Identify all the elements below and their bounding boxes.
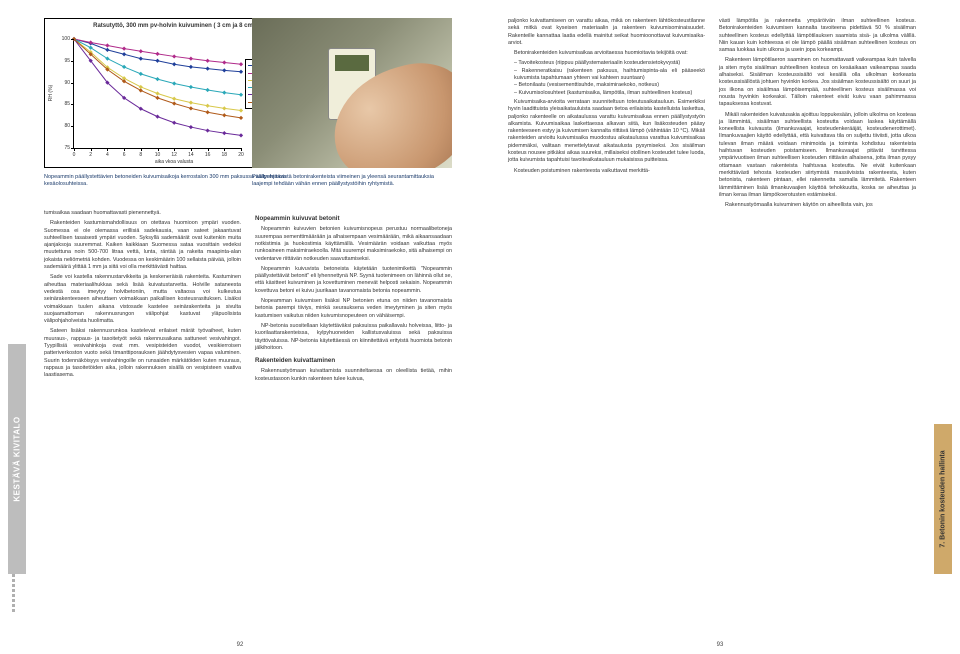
para: Mikäli rakenteiden kuivatusakia ajoittuu… — [719, 112, 916, 200]
heading-kuivattaminen: Rakenteiden kuivattaminen — [255, 357, 452, 365]
para: Kosteuden poistuminen rakenteesta vaikut… — [508, 168, 705, 175]
list-item: Kuivumisolosuhteet (kastumisaika, lämpöt… — [514, 90, 705, 97]
para: paljonko kuivattamiseen on varattu aikaa… — [508, 18, 705, 47]
body-text-left: tumisaikaa saadaan huomattavasti pienenn… — [0, 210, 480, 632]
chart-plot-area: 758085909510002468101214161820 — [73, 39, 241, 149]
page-number-left: 92 — [237, 642, 244, 648]
chart-ylabel: RH (%) — [48, 85, 54, 101]
page-number-right: 93 — [717, 642, 724, 648]
para: Nopeammin kuivuvista betoneista käytetää… — [255, 266, 452, 295]
para: Rakennustyömaan kuivattamista suunnitelt… — [255, 368, 452, 383]
para: Rakennustyömaalla kuivuminen käytön on a… — [719, 202, 916, 209]
para: NP-betonia suositellaan käytettäväksi pa… — [255, 323, 452, 352]
page-left: KESTÄVÄ KIVITALO Ratsutyttö, 300 mm pv-h… — [0, 0, 480, 654]
para: Sateen lisäksi rakennusrunkoa kastelevat… — [44, 328, 241, 379]
para: västi lämpötila ja rakennetta ympäröivän… — [719, 18, 916, 54]
photo-measurement — [252, 18, 452, 168]
list-item: Betonilaatu (vesisementtisuhde, maksimir… — [514, 82, 705, 89]
heading-np-betonit: Nopeammin kuivuvat betonit — [255, 215, 452, 223]
list-item: Tavoitekosteus (riippuu päällystemateria… — [514, 60, 705, 67]
para: Sade voi kastella rakennustarvikkeita ja… — [44, 274, 241, 325]
para: Nopeammin kuivuvien betonien kuivumisnop… — [255, 226, 452, 262]
para: Kuivumisaika-arvioita verrataan suunnite… — [508, 99, 705, 165]
para: tumisaikaa saadaan huomattavasti pienenn… — [44, 210, 241, 217]
bullet-list: Tavoitekosteus (riippuu päällystemateria… — [514, 60, 705, 96]
list-item: Rakenneratkaisu (rakenteen paksuus, haih… — [514, 68, 705, 83]
para: Betonirakenteiden kuivumisaikaa arvioita… — [508, 50, 705, 57]
body-text-right: paljonko kuivattamiseen on varattu aikaa… — [480, 18, 960, 632]
photo-caption: Päällystettävistä betonirakenteista viim… — [252, 174, 452, 188]
para: Rakenteen lämpötilaeron saaminen on huom… — [719, 57, 916, 108]
page-right: 7. Betonin kosteuden hallinta paljonko k… — [480, 0, 960, 654]
chart-xlabel: aika vkoa valusta — [155, 159, 193, 165]
para: Rakenteiden kastumismahdollisuus on otet… — [44, 220, 241, 271]
para: Nopeamman kuivumisen lisäksi NP betonien… — [255, 298, 452, 320]
